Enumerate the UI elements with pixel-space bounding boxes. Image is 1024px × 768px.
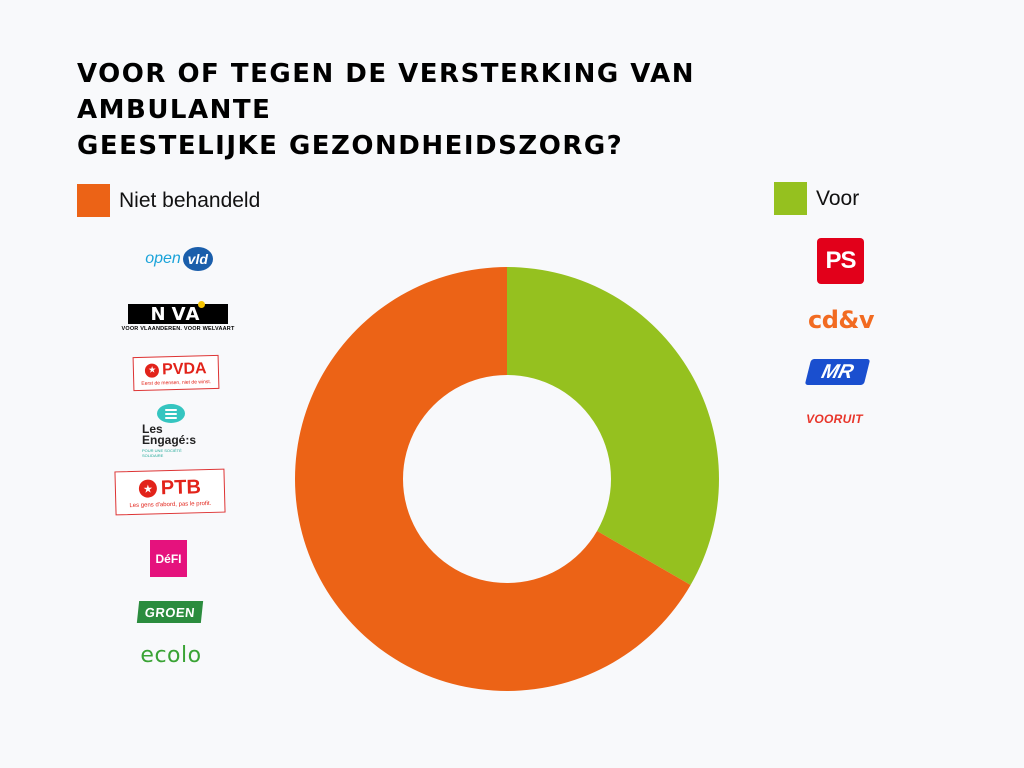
les-engages-logo-tagline: POUR UNE SOCIÉTÉ SOLIDAIRE	[142, 448, 182, 458]
mr-logo: MR	[804, 359, 871, 385]
openvld-logo-open: open	[145, 250, 181, 267]
chart-title: VOOR OF TEGEN DE VERSTERKING VAN AMBULAN…	[77, 56, 897, 164]
ecolo-logo: ecolo	[140, 642, 202, 668]
pvda-logo-tagline: Eerst de mensen, niet de winst.	[141, 378, 212, 387]
pvda-star-icon: ★	[145, 362, 160, 378]
legend-label-niet-behandeld: Niet behandeld	[119, 188, 261, 212]
les-engages-logo-name: Les Engagé:s	[142, 422, 197, 447]
ptb-star-icon: ★	[138, 479, 158, 498]
legend-swatch-niet-behandeld	[77, 184, 110, 217]
pvda-logo: ★ PVDA Eerst de mensen, niet de winst.	[132, 354, 220, 392]
les-engages-logo: Les Engagé:s POUR UNE SOCIÉTÉ SOLIDAIRE	[142, 404, 200, 458]
ptb-logo-name: PTB	[160, 475, 202, 499]
groen-logo: GROEN	[136, 601, 204, 623]
donut-slice-niet-behandeld	[295, 267, 691, 691]
donut-chart	[295, 267, 719, 691]
openvld-logo: open vld	[144, 244, 214, 274]
defi-logo: DéFI	[150, 540, 187, 577]
vooruit-logo: VOORUIT	[806, 412, 863, 426]
legend-niet-behandeld: Niet behandeld	[77, 184, 260, 217]
ps-logo: PS	[817, 238, 864, 284]
chart-title-line-2: GEESTELIJKE GEZONDHEIDSZORG?	[77, 131, 624, 161]
ptb-logo-tagline: Les gens d'abord, pas le profit.	[129, 500, 212, 509]
legend-label-voor: Voor	[816, 186, 860, 210]
ptb-logo: ★ PTB Les gens d'abord, pas le profit.	[114, 468, 226, 516]
legend-voor: Voor	[774, 182, 859, 215]
legend-swatch-voor	[774, 182, 807, 215]
nva-logo-tagline: VOOR VLAANDEREN. VOOR WELVAART	[121, 326, 235, 332]
chart-title-line-1: VOOR OF TEGEN DE VERSTERKING VAN AMBULAN…	[77, 59, 696, 125]
openvld-logo-vld: vld	[182, 247, 213, 271]
nva-dot	[198, 301, 205, 308]
donut-slice-voor	[507, 267, 719, 585]
cdv-logo: cd&v	[808, 306, 874, 334]
pvda-logo-name: PVDA	[161, 359, 207, 378]
les-engages-wave-icon	[157, 404, 185, 423]
